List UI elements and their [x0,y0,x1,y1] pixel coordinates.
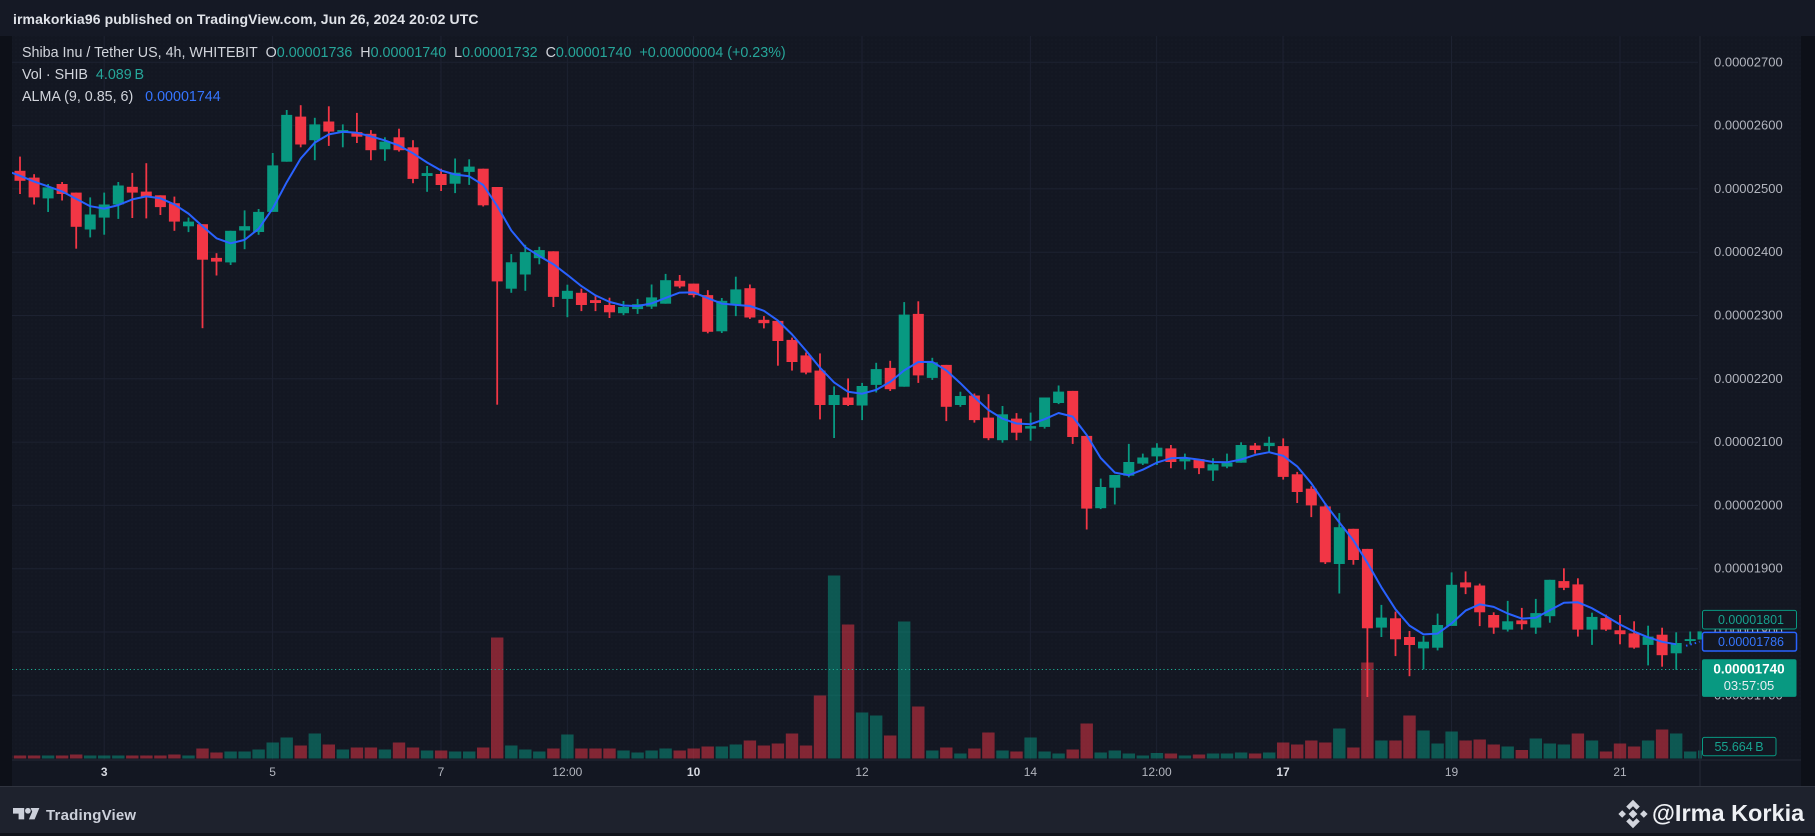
svg-text:0.00001900: 0.00001900 [1714,561,1783,576]
svg-text:3: 3 [101,765,108,779]
svg-text:0.00002600: 0.00002600 [1714,118,1783,133]
svg-text:10: 10 [687,765,701,779]
svg-text:12:00: 12:00 [552,765,582,779]
svg-text:17: 17 [1276,765,1290,779]
svg-text:0.00002200: 0.00002200 [1714,371,1783,386]
svg-text:55.664 B: 55.664 B [1714,740,1763,754]
svg-text:19: 19 [1445,765,1459,779]
svg-text:03:57:05: 03:57:05 [1724,678,1775,693]
svg-text:21: 21 [1613,765,1627,779]
svg-text:0.00002000: 0.00002000 [1714,497,1783,512]
svg-text:5: 5 [269,765,276,779]
svg-text:0.00001740: 0.00001740 [1713,662,1784,677]
svg-text:0.00002500: 0.00002500 [1714,181,1783,196]
svg-text:0.00001786: 0.00001786 [1718,635,1784,649]
svg-text:12:00: 12:00 [1142,765,1172,779]
svg-text:0.00002400: 0.00002400 [1714,244,1783,259]
svg-text:0.00002700: 0.00002700 [1714,54,1783,69]
svg-text:7: 7 [438,765,445,779]
svg-text:0.00002300: 0.00002300 [1714,308,1783,323]
svg-text:12: 12 [855,765,869,779]
svg-text:14: 14 [1024,765,1038,779]
svg-text:0.00002100: 0.00002100 [1714,434,1783,449]
svg-text:0.00001801: 0.00001801 [1718,613,1784,627]
